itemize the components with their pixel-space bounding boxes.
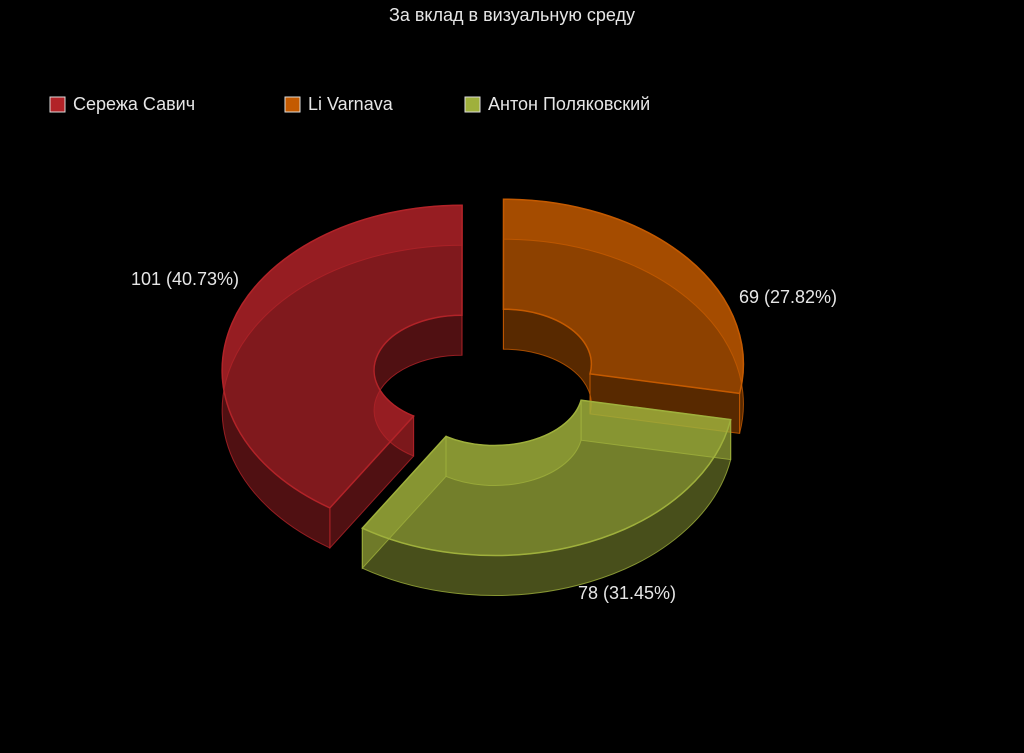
legend-label: Li Varnava: [308, 94, 394, 114]
slice: [361, 399, 732, 557]
legend-swatch: [464, 96, 481, 113]
legend-swatch: [49, 96, 66, 113]
slice: [221, 204, 463, 509]
data-label: 78 (31.45%): [578, 583, 676, 603]
data-label: 101 (40.73%): [131, 269, 239, 289]
chart-title: За вклад в визуальную среду: [389, 5, 635, 25]
legend-label: Антон Поляковский: [488, 94, 650, 114]
legend-label: Сережа Савич: [73, 94, 195, 114]
slice: [502, 198, 745, 395]
data-label: 69 (27.82%): [739, 287, 837, 307]
legend-swatch: [284, 96, 301, 113]
